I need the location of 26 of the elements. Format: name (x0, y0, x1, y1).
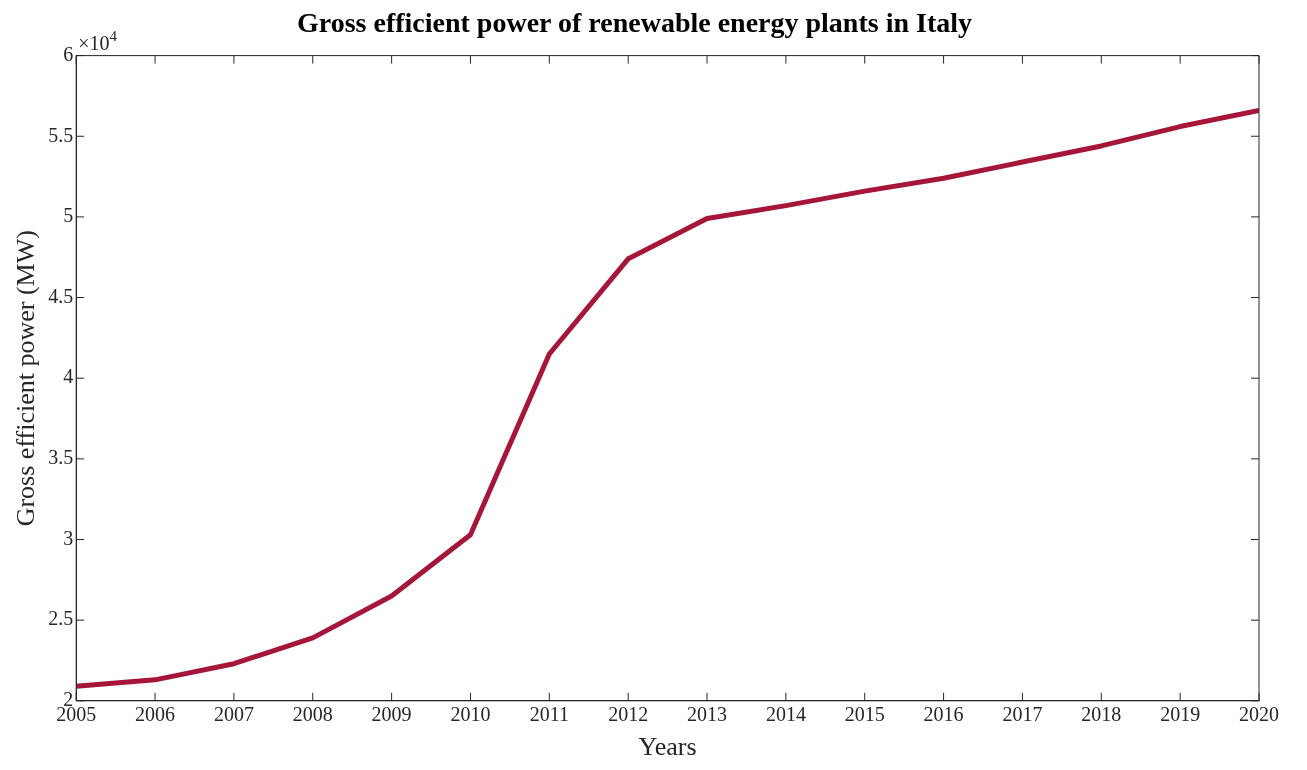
y-tick-label: 2.5 (48, 607, 74, 630)
y-axis-title: Gross efficient power (MW) (11, 230, 41, 527)
x-tick-label: 2020 (1239, 703, 1279, 726)
x-tick-label: 2013 (687, 703, 728, 726)
x-tick-label: 2011 (529, 703, 569, 726)
x-tick-label: 2012 (608, 703, 649, 726)
y-tick-label: 4.5 (48, 284, 74, 307)
y-tick-label: 4 (63, 365, 74, 388)
chart-title: Gross efficient power of renewable energy plants in Italy (296, 7, 973, 39)
y-tick-label: 3 (63, 526, 74, 549)
x-tick-label: 2009 (371, 703, 412, 726)
x-tick-label: 2006 (135, 703, 176, 726)
x-tick-label: 2015 (844, 703, 885, 726)
y-tick-label: 3.5 (48, 446, 74, 469)
x-tick-label: 2010 (450, 703, 491, 726)
x-tick-label: 2008 (292, 703, 333, 726)
x-tick-label: 2019 (1160, 703, 1201, 726)
y-tick-label: 5 (63, 204, 74, 227)
y-tick-label: 5.5 (48, 123, 74, 146)
y-tick-label: 6 (63, 42, 74, 65)
x-tick-label: 2014 (765, 703, 806, 726)
x-tick-label: 2016 (923, 703, 964, 726)
x-axis-title: Years (638, 732, 697, 762)
x-tick-label: 2017 (1002, 703, 1043, 726)
x-tick-label: 2018 (1081, 703, 1122, 726)
x-tick-label: 2007 (213, 703, 254, 726)
